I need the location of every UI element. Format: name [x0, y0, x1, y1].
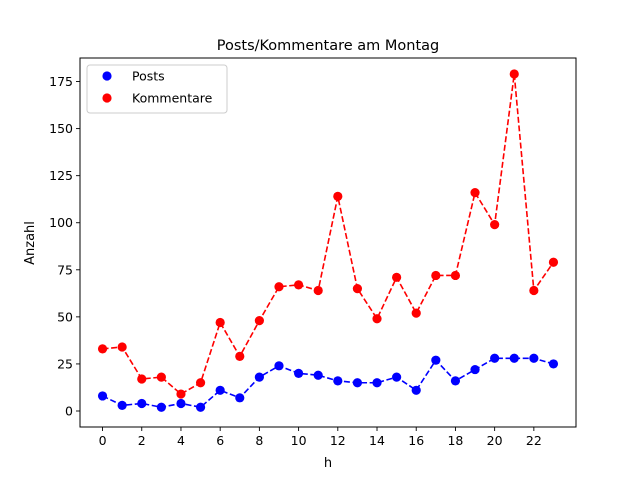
data-point-posts — [411, 385, 421, 395]
data-point-posts — [392, 372, 402, 382]
axes-frame — [79, 57, 577, 428]
x-tick-label: 22 — [526, 433, 542, 448]
data-point-kommentare — [352, 284, 363, 294]
data-point-kommentare — [137, 374, 147, 384]
data-point-posts — [117, 400, 127, 410]
data-point-posts — [195, 402, 206, 412]
data-point-kommentare — [548, 257, 559, 267]
data-point-posts — [274, 361, 284, 371]
y-tick-label: 175 — [49, 74, 73, 89]
data-point-kommentare — [392, 272, 402, 282]
y-tick-label: 25 — [57, 356, 73, 371]
data-point-kommentare — [529, 285, 539, 296]
legend-marker-posts — [102, 71, 112, 81]
data-point-posts — [431, 355, 441, 365]
y-tick-label: 0 — [65, 403, 73, 418]
y-tick-label: 125 — [49, 168, 73, 183]
data-point-kommentare — [509, 69, 519, 79]
data-point-posts — [333, 376, 343, 386]
plot-area: 0 2 4 6 8 10 12 14 16 18 20 22 0 25 50 75 100 125 150 175 — [49, 57, 577, 448]
data-point-posts — [470, 364, 480, 375]
data-point-posts — [235, 393, 245, 403]
data-point-kommentare — [333, 191, 343, 201]
data-point-kommentare — [254, 316, 264, 326]
legend-label-kommentare: Kommentare — [132, 91, 213, 106]
x-tick-label: 20 — [487, 433, 503, 448]
x-tick-label: 18 — [447, 433, 463, 448]
data-point-posts — [313, 370, 323, 380]
data-point-posts — [529, 353, 539, 363]
data-point-posts — [372, 378, 382, 388]
data-point-posts — [176, 398, 186, 409]
data-point-posts — [450, 376, 461, 386]
data-point-kommentare — [431, 270, 441, 281]
data-point-posts — [548, 359, 559, 369]
data-point-kommentare — [293, 280, 304, 290]
y-tick-label: 100 — [49, 215, 73, 230]
data-point-kommentare — [235, 351, 245, 362]
legend: Posts Kommentare — [86, 64, 228, 114]
legend-box — [86, 64, 228, 114]
x-tick-label: 2 — [138, 433, 146, 448]
data-point-posts — [490, 353, 500, 363]
data-point-kommentare — [97, 344, 108, 354]
data-point-kommentare — [176, 389, 186, 399]
legend-label-posts: Posts — [132, 69, 165, 84]
y-tick-label: 50 — [57, 309, 73, 324]
data-point-posts — [352, 378, 363, 388]
data-point-posts — [254, 372, 264, 382]
x-tick-label: 8 — [255, 433, 263, 448]
x-tick-label: 10 — [291, 433, 307, 448]
data-point-kommentare — [156, 372, 166, 382]
data-point-posts — [97, 391, 108, 401]
data-point-kommentare — [490, 220, 500, 230]
data-point-kommentare — [411, 308, 421, 318]
x-axis-label: h — [324, 456, 332, 471]
legend-marker-kommentare — [102, 93, 112, 103]
y-tick-label: 150 — [49, 121, 73, 136]
y-axis-label: Anzahl — [23, 221, 38, 265]
data-point-posts — [215, 385, 225, 395]
data-point-kommentare — [274, 282, 284, 292]
data-point-kommentare — [372, 314, 382, 324]
data-point-kommentare — [450, 270, 461, 281]
chart-title: Posts/Kommentare am Montag — [217, 38, 440, 54]
data-point-posts — [509, 353, 519, 363]
data-point-kommentare — [470, 188, 480, 198]
data-point-kommentare — [117, 342, 127, 352]
x-tick-label: 6 — [216, 433, 224, 448]
data-point-posts — [156, 402, 166, 412]
data-point-kommentare — [313, 285, 323, 296]
y-tick-label: 75 — [57, 262, 73, 277]
data-point-kommentare — [215, 317, 225, 328]
data-point-kommentare — [195, 378, 206, 388]
data-point-posts — [137, 398, 147, 409]
x-tick-label: 4 — [177, 433, 185, 448]
data-point-posts — [293, 368, 304, 378]
x-tick-label: 12 — [330, 433, 346, 448]
x-tick-label: 16 — [408, 433, 424, 448]
x-tick-label: 0 — [99, 433, 107, 448]
x-tick-label: 14 — [369, 433, 385, 448]
